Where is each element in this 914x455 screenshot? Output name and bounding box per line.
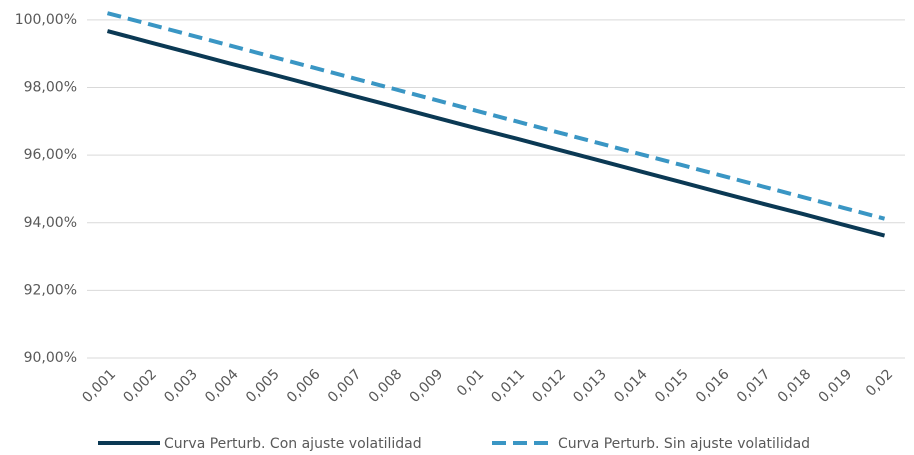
y-tick-label: 96,00%	[24, 147, 77, 163]
x-tick-label: 0,015	[652, 366, 692, 406]
x-tick-label: 0,005	[243, 366, 283, 406]
x-tick-label: 0,01	[454, 366, 487, 399]
x-tick-label: 0,017	[734, 366, 774, 406]
x-tick-label: 0,018	[775, 366, 815, 406]
x-tick-label: 0,001	[79, 366, 119, 406]
x-tick-label: 0,004	[202, 366, 242, 406]
legend-label: Curva Perturb. Sin ajuste volatilidad	[558, 436, 810, 452]
line-series	[106, 11, 886, 221]
x-tick-label: 0,007	[325, 366, 365, 406]
x-tick-label: 0,006	[284, 366, 324, 406]
x-tick-label: 0,019	[816, 366, 856, 406]
x-tick-label: 0,008	[366, 366, 406, 406]
y-tick-label: 100,00%	[15, 12, 77, 28]
x-tick-label: 0,003	[161, 366, 201, 406]
x-tick-label: 0,016	[693, 366, 733, 406]
y-tick-label: 90,00%	[24, 350, 77, 366]
y-tick-label: 94,00%	[24, 215, 77, 231]
x-tick-label: 0,013	[570, 366, 610, 406]
y-tick-label: 92,00%	[24, 282, 77, 298]
x-tick-label: 0,009	[407, 366, 447, 406]
x-tick-label: 0,011	[488, 366, 528, 406]
x-tick-label: 0,012	[529, 366, 569, 406]
x-tick-label: 0,014	[611, 366, 651, 406]
line-series	[106, 29, 886, 238]
legend-label: Curva Perturb. Con ajuste volatilidad	[164, 436, 422, 452]
y-tick-label: 98,00%	[24, 80, 77, 96]
x-tick-label: 0,02	[863, 366, 896, 399]
x-tick-label: 0,002	[120, 366, 160, 406]
